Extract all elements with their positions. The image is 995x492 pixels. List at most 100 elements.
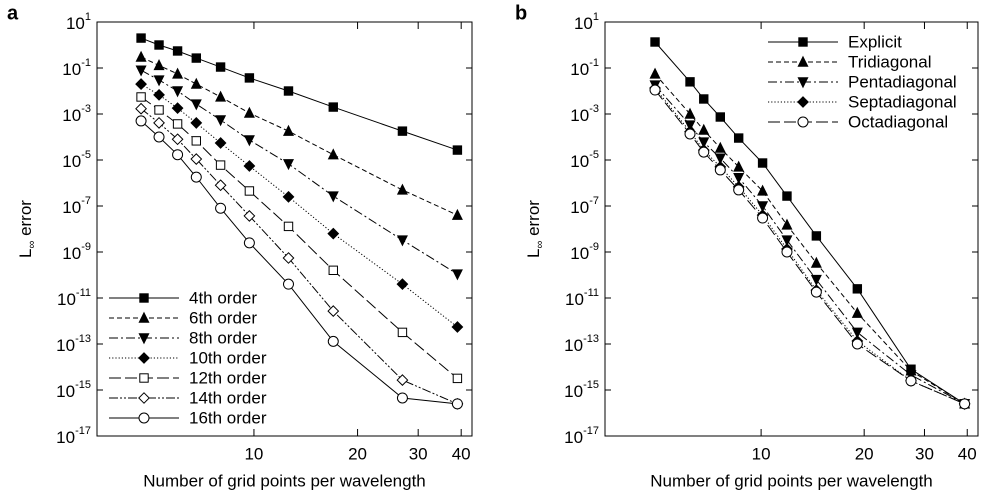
marker (715, 112, 725, 122)
x-tick-label: 10 (752, 444, 771, 463)
marker (781, 235, 793, 247)
marker (191, 136, 201, 146)
marker (190, 116, 203, 129)
y-tick-label: 10-11 (57, 287, 91, 310)
marker (327, 148, 339, 160)
marker (810, 274, 822, 286)
marker (699, 94, 709, 104)
marker (714, 153, 726, 165)
marker (698, 137, 710, 149)
marker (283, 221, 294, 232)
series-line (140, 120, 458, 405)
marker (153, 116, 165, 129)
marker (396, 183, 408, 195)
marker (733, 172, 745, 185)
y-tick-label: 10-3 (62, 103, 91, 126)
marker (153, 59, 165, 71)
marker (851, 306, 863, 318)
panel-label: b (515, 2, 527, 24)
y-tick-label: 10-5 (62, 149, 91, 172)
marker (396, 374, 409, 386)
marker (851, 338, 863, 350)
marker (243, 106, 255, 118)
marker (810, 256, 822, 268)
y-tick-label: 10-15 (56, 379, 91, 402)
legend-label: 16th order (189, 408, 267, 427)
marker (244, 73, 255, 83)
marker (811, 231, 822, 241)
y-tick-label: 10-17 (56, 425, 91, 448)
marker (851, 327, 863, 339)
marker (397, 126, 408, 136)
marker (214, 179, 227, 192)
plot-frame (604, 21, 979, 437)
marker (215, 90, 227, 102)
marker (243, 160, 256, 172)
series-line (140, 96, 458, 379)
marker (733, 133, 744, 143)
marker (327, 335, 339, 347)
y-tick-label: 10-17 (564, 425, 599, 448)
plot-frame (96, 21, 473, 437)
legend-marker (138, 412, 150, 424)
marker (327, 227, 340, 240)
x-tick-label: 30 (409, 444, 428, 463)
marker (451, 321, 464, 333)
marker (282, 159, 295, 171)
y-tick-label: 10-7 (62, 195, 91, 218)
marker (243, 135, 255, 147)
marker (397, 327, 408, 338)
y-tick-label: 10-7 (570, 195, 599, 218)
marker (136, 92, 146, 102)
marker (684, 120, 696, 132)
x-axis-label: Number of grid points per wavelength (143, 471, 426, 490)
legend-label: Explicit (848, 32, 902, 51)
marker (135, 102, 147, 115)
marker (327, 305, 340, 317)
marker (852, 284, 863, 294)
y-tick-label: 101 (574, 11, 599, 34)
legend-marker (139, 373, 149, 383)
marker (172, 119, 183, 129)
series-line (654, 89, 965, 405)
marker (452, 145, 463, 155)
marker (650, 37, 660, 47)
marker (396, 278, 409, 291)
y-tick-label: 10-9 (570, 241, 599, 264)
marker (135, 65, 147, 77)
marker (757, 201, 769, 213)
marker (214, 137, 227, 149)
legend-label: 14th order (189, 388, 267, 407)
marker (135, 78, 147, 90)
y-tick-label: 10-1 (570, 57, 599, 80)
marker (328, 102, 338, 112)
legend-label: 4th order (189, 288, 257, 307)
marker (190, 99, 202, 111)
series-line (140, 37, 458, 151)
x-tick-label: 10 (244, 444, 263, 463)
marker (135, 115, 147, 127)
y-tick-label: 10-9 (62, 241, 91, 264)
marker (215, 62, 226, 72)
marker (171, 102, 184, 115)
legend-marker (138, 311, 150, 323)
marker (396, 392, 408, 404)
marker (190, 153, 203, 165)
y-axis-label: L∞ error (16, 200, 37, 258)
marker (451, 208, 463, 220)
marker (215, 202, 227, 214)
marker (452, 373, 463, 384)
y-tick-label: 10-11 (565, 287, 599, 310)
marker (172, 149, 184, 161)
y-tick-label: 10-15 (564, 379, 599, 402)
marker (191, 53, 201, 63)
series-line (140, 108, 458, 405)
series-line (654, 73, 965, 405)
x-tick-label: 40 (958, 444, 977, 463)
y-tick-label: 10-1 (62, 57, 91, 80)
legend-marker (138, 392, 150, 404)
legend-label: 8th order (189, 328, 257, 347)
marker (154, 40, 164, 50)
marker (172, 46, 183, 56)
